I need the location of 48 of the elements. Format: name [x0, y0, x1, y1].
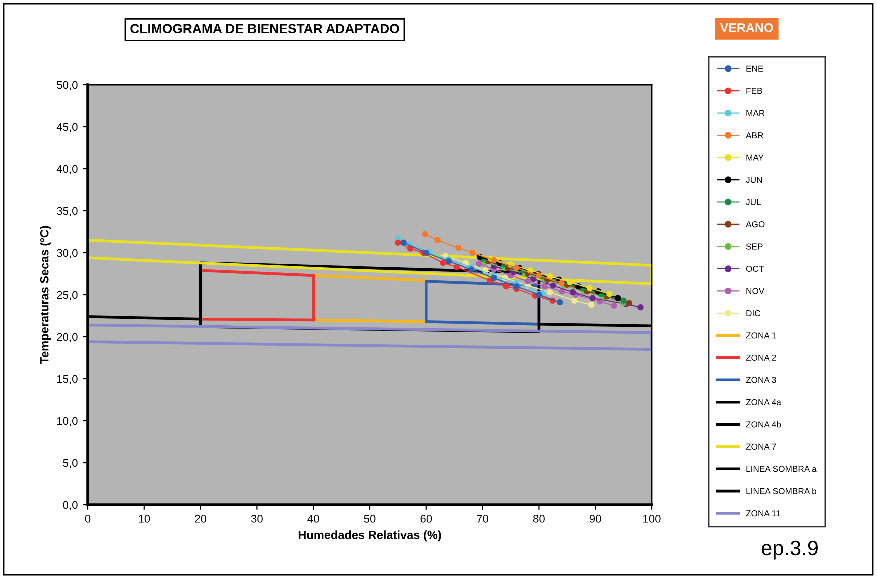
x-tick-label: 90 [590, 515, 602, 523]
y-tick-label: 30,0 [57, 249, 78, 258]
legend-label: MAR [746, 110, 765, 116]
chart-title: CLIMOGRAMA DE BIENESTAR ADAPTADO [130, 24, 400, 34]
text: ep.3.9 [762, 540, 818, 560]
x-tick-label: 20 [195, 515, 207, 523]
y-tick-label: 25,0 [57, 291, 78, 300]
x-tick-label: 50 [364, 515, 376, 523]
x-tick-label: 30 [251, 515, 263, 523]
legend-label: MAY [746, 154, 764, 161]
legend-label: DIC [746, 310, 761, 317]
legend-label: JUN [746, 177, 762, 184]
y-axis-title: Temperaturas Secas (ºC) [40, 226, 52, 364]
legend-label: ZONA 3 [746, 377, 776, 384]
y-tick-label: 0,0 [63, 501, 78, 510]
legend-label: ZONA 7 [746, 444, 776, 450]
y-tick-label: 5,0 [63, 459, 78, 468]
y-tick-label: 15,0 [58, 375, 78, 384]
y-tick-label: 35,0 [57, 207, 78, 216]
legend-label: NOV [746, 288, 765, 294]
legend-label: LINEA SOMBRA a [746, 466, 817, 472]
x-tick-label: 10 [139, 515, 150, 523]
legend-label: JUL [746, 199, 762, 206]
y-tick-label: 50,0 [57, 81, 78, 90]
x-tick-label: 60 [420, 515, 432, 523]
x-tick-label: 70 [477, 515, 489, 523]
legend-label: ZONA 4a [746, 399, 782, 406]
x-tick-label: 80 [534, 515, 545, 523]
y-tick-label: 10,0 [58, 417, 78, 426]
legend-label: OCT [746, 266, 764, 272]
y-tick-label: 40,0 [56, 165, 78, 174]
text: VERANO [720, 24, 774, 32]
legend-label: FEB [746, 88, 762, 94]
legend-label: AGO [746, 221, 765, 228]
legend-label: ZONA 11 [746, 510, 780, 517]
legend-label: ENE [746, 66, 764, 72]
y-tick-label: 45,0 [56, 123, 78, 132]
legend-label: ABR [746, 132, 764, 139]
x-tick-label: 40 [308, 515, 320, 523]
legend-label: ZONA 2 [746, 354, 776, 361]
y-tick-label: 20,0 [57, 333, 78, 342]
x-axis-title: Humedades Relativas (%) [298, 530, 442, 542]
legend-label: LINEA SOMBRA b [746, 488, 816, 494]
legend-label: ZONA 4b [746, 421, 782, 428]
legend-label: SEP [746, 244, 763, 250]
legend-label: ZONA 1 [746, 332, 776, 339]
x-tick-label: 100 [644, 515, 661, 523]
x-tick-label: 0 [85, 515, 91, 523]
